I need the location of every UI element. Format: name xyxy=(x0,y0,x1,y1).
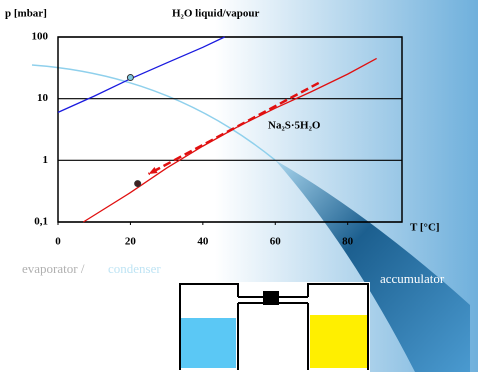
device xyxy=(178,282,370,372)
x-axis-label: T [°C] xyxy=(410,222,440,234)
y-axis-label: p [mbar] xyxy=(5,8,47,20)
annotation: evaporator / xyxy=(22,261,85,276)
annotation: condenser xyxy=(108,261,161,276)
curve-label: Na₂S·5H₂O xyxy=(268,120,321,132)
curve-label: H₂O liquid/vapour xyxy=(172,8,259,20)
y-tick-label: 10 xyxy=(37,92,49,104)
arrow xyxy=(147,81,320,176)
x-tick-label: 60 xyxy=(270,236,282,248)
annotation: accumulator xyxy=(380,271,445,286)
x-tick-label: 80 xyxy=(342,236,354,248)
x-tick-label: 40 xyxy=(197,236,209,248)
x-tick-label: 0 xyxy=(55,236,61,248)
point xyxy=(126,74,134,82)
beam xyxy=(275,160,470,372)
beam-edge xyxy=(31,64,276,161)
y-tick-label: 100 xyxy=(32,31,49,43)
line xyxy=(57,36,225,113)
y-tick-label: 0,1 xyxy=(34,216,48,228)
x-tick-label: 20 xyxy=(125,236,137,248)
point xyxy=(134,180,142,188)
arrow-head xyxy=(148,167,158,175)
y-tick-label: 1 xyxy=(43,154,49,166)
